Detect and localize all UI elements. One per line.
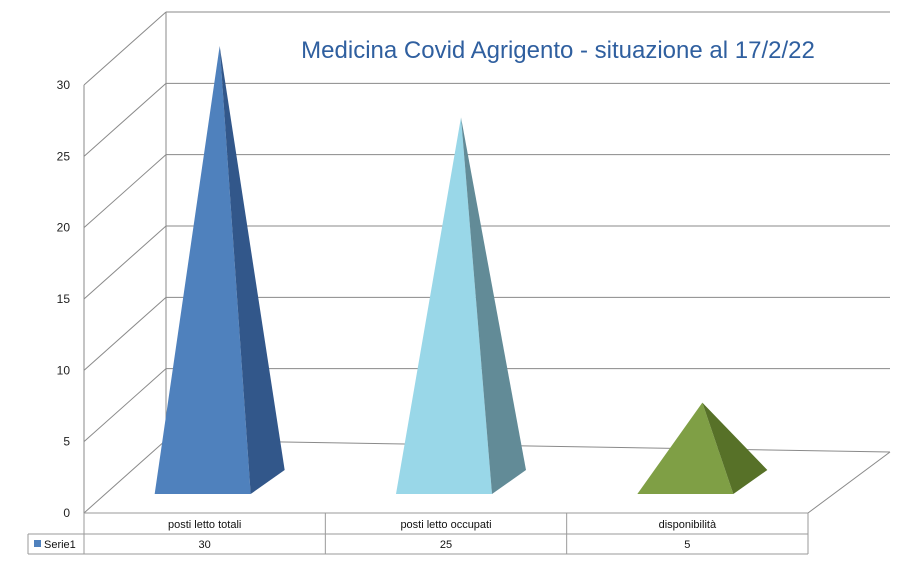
gridline-side [83, 154, 167, 229]
bar [396, 117, 526, 494]
legend-key [34, 540, 41, 547]
data-label: 30 [199, 539, 211, 551]
bar-side-face [219, 46, 285, 494]
y-tick-label: 25 [57, 149, 71, 163]
bar [637, 402, 768, 494]
gridline-side [83, 225, 167, 300]
bar-side-face [702, 402, 768, 494]
y-tick-label: 30 [57, 78, 71, 92]
gridline-side [83, 82, 167, 157]
y-tick-label: 0 [63, 506, 70, 520]
y-tick-label: 5 [63, 435, 70, 449]
bar-front-face [154, 46, 251, 494]
gridline [165, 439, 891, 453]
gridline-side [83, 296, 167, 371]
grid-layer [83, 11, 891, 514]
y-tick-label: 10 [57, 363, 71, 377]
legend-series-name: Serie1 [44, 539, 76, 551]
gridline-side [83, 368, 167, 443]
bar-side-face [461, 117, 526, 494]
x-category-label: posti letto totali [168, 519, 241, 531]
data-table: posti letto totali 30 posti letto occupati… [27, 512, 809, 555]
bar-front-face [637, 402, 734, 494]
x-category-label: disponibilità [659, 519, 717, 531]
data-label: 25 [440, 539, 452, 551]
floor-right-edge [807, 451, 891, 514]
chart-title: Medicina Covid Agrigento - situazione al… [301, 37, 815, 64]
y-axis-ticks: 0 5 10 15 20 25 30 [57, 78, 71, 520]
bars [154, 46, 768, 494]
y-tick-label: 15 [57, 292, 71, 306]
bar-front-face [396, 117, 492, 494]
x-category-label: posti letto occupati [400, 519, 491, 531]
y-tick-label: 20 [57, 221, 71, 235]
gridline-side [83, 11, 167, 86]
data-label: 5 [684, 539, 690, 551]
gridline-side [83, 439, 167, 514]
bar [154, 46, 285, 494]
